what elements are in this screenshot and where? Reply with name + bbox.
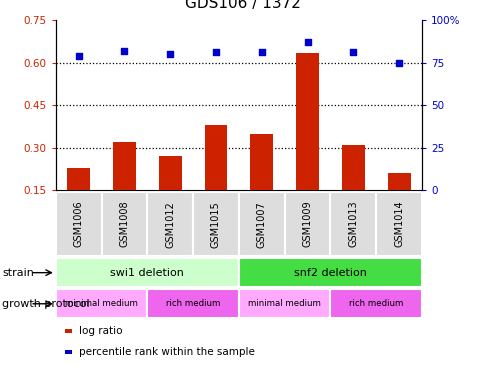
Text: minimal medium: minimal medium — [65, 299, 138, 308]
Bar — [238, 289, 330, 318]
Text: GSM1015: GSM1015 — [211, 201, 221, 247]
Text: growth protocol: growth protocol — [2, 299, 90, 309]
Bar — [341, 145, 364, 190]
Bar — [147, 192, 193, 256]
Text: GSM1008: GSM1008 — [119, 201, 129, 247]
Bar — [330, 289, 421, 318]
Point — [394, 60, 402, 66]
Bar — [238, 258, 421, 287]
Bar — [158, 156, 182, 190]
Text: strain: strain — [2, 268, 34, 278]
Text: GSM1014: GSM1014 — [393, 201, 403, 247]
Text: GSM1013: GSM1013 — [348, 201, 358, 247]
Bar — [193, 192, 238, 256]
Text: GDS106 / 1372: GDS106 / 1372 — [184, 0, 300, 11]
Bar — [204, 125, 227, 190]
Bar — [295, 53, 318, 190]
Text: percentile rank within the sample: percentile rank within the sample — [79, 347, 255, 357]
Text: GSM1009: GSM1009 — [302, 201, 312, 247]
Point — [303, 39, 311, 45]
Bar — [284, 192, 330, 256]
Bar — [56, 289, 147, 318]
Bar — [101, 192, 147, 256]
Point — [166, 51, 174, 57]
Text: GSM1012: GSM1012 — [165, 201, 175, 247]
Bar — [56, 192, 101, 256]
Bar — [67, 168, 90, 190]
Bar — [147, 289, 238, 318]
Bar — [387, 173, 409, 190]
Text: swi1 deletion: swi1 deletion — [110, 268, 184, 278]
Text: rich medium: rich medium — [166, 299, 220, 308]
Point — [121, 48, 128, 54]
Point — [75, 53, 82, 59]
Text: GSM1006: GSM1006 — [74, 201, 83, 247]
Text: log ratio: log ratio — [79, 326, 122, 336]
Bar — [330, 192, 376, 256]
Text: minimal medium: minimal medium — [248, 299, 320, 308]
Bar — [238, 192, 284, 256]
Bar — [376, 192, 421, 256]
Bar — [56, 258, 238, 287]
Point — [212, 49, 219, 55]
Text: rich medium: rich medium — [348, 299, 403, 308]
Text: GSM1007: GSM1007 — [256, 201, 266, 247]
Point — [348, 49, 356, 55]
Bar — [250, 134, 272, 190]
Text: snf2 deletion: snf2 deletion — [293, 268, 366, 278]
Point — [257, 49, 265, 55]
Bar — [113, 142, 136, 190]
